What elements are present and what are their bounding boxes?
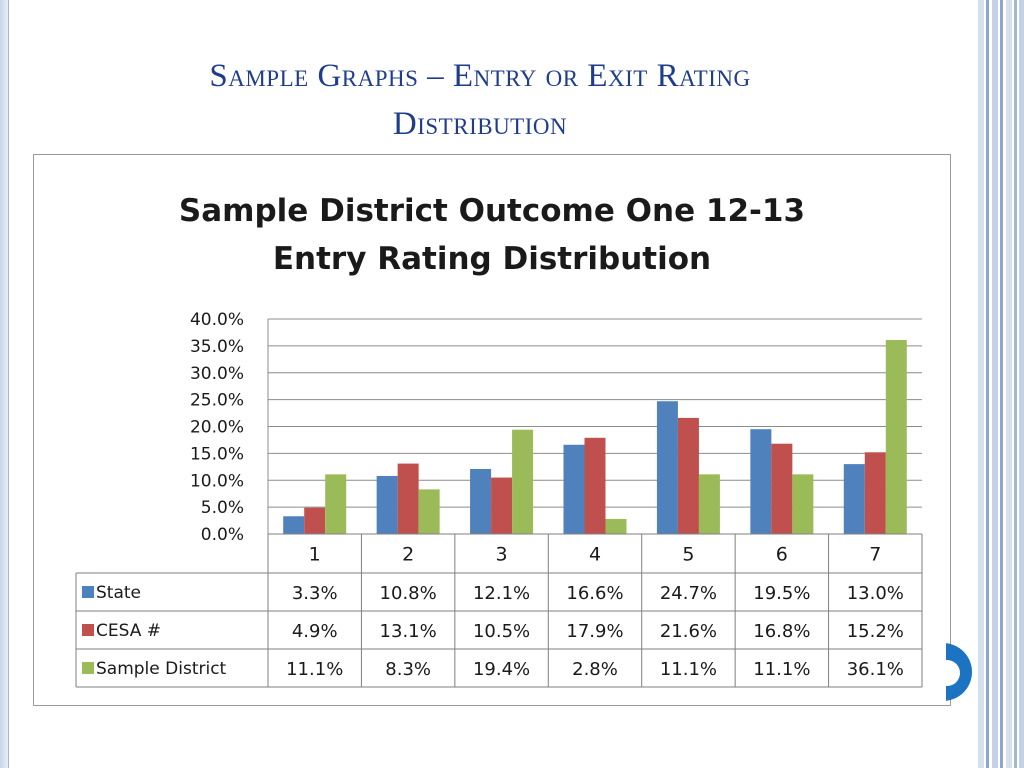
- x-tick-label: 6: [776, 544, 788, 566]
- y-tick-label: 20.0%: [190, 418, 244, 438]
- bar-cesa: [864, 452, 886, 534]
- y-tick-label: 5.0%: [201, 498, 244, 518]
- data-label: 16.8%: [753, 621, 810, 642]
- data-label: 10.5%: [473, 621, 530, 642]
- data-label: 8.3%: [385, 659, 431, 680]
- bar-sample-district: [512, 429, 534, 534]
- x-tick-label: 1: [309, 544, 321, 566]
- bar-sample-district: [698, 474, 720, 534]
- y-tick-label: 15.0%: [190, 444, 244, 464]
- y-tick-label: 35.0%: [190, 337, 244, 357]
- chart-title-line2: Entry Rating Distribution: [272, 241, 712, 277]
- data-label: 11.1%: [753, 659, 810, 680]
- x-tick-label: 2: [402, 544, 414, 566]
- bar-cesa: [304, 507, 326, 534]
- slide-title-line2: Distribution: [392, 106, 568, 142]
- slide-left-border: [0, 0, 9, 768]
- data-label: 24.7%: [660, 583, 717, 604]
- data-label: 2.8%: [572, 659, 618, 680]
- bar-sample-district: [325, 474, 347, 534]
- data-label: 4.9%: [292, 621, 338, 642]
- data-label: 19.4%: [473, 659, 530, 680]
- x-tick-label: 5: [682, 544, 694, 566]
- data-label: 13.0%: [847, 583, 904, 604]
- data-label: 11.1%: [286, 659, 343, 680]
- slide-title-line1: Sample Graphs – Entry or Exit Rating: [209, 58, 751, 94]
- bar-cesa: [491, 477, 513, 534]
- bar-cesa: [771, 443, 793, 534]
- data-label: 12.1%: [473, 583, 530, 604]
- bar-state: [470, 468, 492, 534]
- legend-key: [82, 662, 94, 674]
- legend-label: CESA #: [96, 621, 161, 641]
- data-label: 17.9%: [566, 621, 623, 642]
- data-label: 15.2%: [847, 621, 904, 642]
- decorative-stripes: [978, 0, 1024, 768]
- legend-key: [82, 586, 94, 598]
- data-label: 3.3%: [292, 583, 338, 604]
- legend-label: State: [96, 583, 141, 603]
- bar-chart: 0.0% 5.0% 10.0% 15.0% 20.0% 25.0% 30.0% 35.0% 40…: [75, 310, 923, 688]
- bar-state: [656, 401, 678, 534]
- y-tick-label: 25.0%: [190, 391, 244, 411]
- bar-cesa: [584, 437, 606, 534]
- data-label: 21.6%: [660, 621, 717, 642]
- slide-title: Sample Graphs – Entry or Exit Rating Dis…: [60, 52, 900, 148]
- chart-title-line1: Sample District Outcome One 12-13: [178, 193, 806, 229]
- legend-key: [82, 624, 94, 636]
- chart-title: Sample District Outcome One 12-13 Entry …: [34, 187, 950, 283]
- data-label: 16.6%: [566, 583, 623, 604]
- bar-state: [283, 516, 305, 534]
- x-tick-label: 4: [589, 544, 601, 566]
- y-tick-label: 10.0%: [190, 471, 244, 491]
- x-tick-label: 7: [869, 544, 881, 566]
- bar-state: [843, 464, 865, 534]
- x-tick-label: 3: [496, 544, 508, 566]
- chart-image: Sample District Outcome One 12-13 Entry …: [33, 154, 951, 706]
- bar-cesa: [677, 417, 699, 534]
- bar-sample-district: [792, 474, 814, 534]
- bar-state: [563, 444, 585, 534]
- bar-sample-district: [885, 339, 907, 534]
- data-label: 19.5%: [753, 583, 810, 604]
- y-tick-label: 30.0%: [190, 364, 244, 384]
- data-label: 13.1%: [380, 621, 437, 642]
- bar-state: [376, 475, 398, 534]
- data-label: 10.8%: [380, 583, 437, 604]
- bar-state: [750, 429, 772, 534]
- bar-cesa: [397, 463, 419, 534]
- y-tick-label: 40.0%: [190, 310, 244, 330]
- legend-label: Sample District: [96, 659, 227, 679]
- data-label: 11.1%: [660, 659, 717, 680]
- y-tick-label: 0.0%: [201, 525, 244, 545]
- bar-sample-district: [418, 489, 440, 534]
- data-label: 36.1%: [847, 659, 904, 680]
- blue-circle-decoration: [946, 643, 972, 701]
- bar-sample-district: [605, 518, 627, 534]
